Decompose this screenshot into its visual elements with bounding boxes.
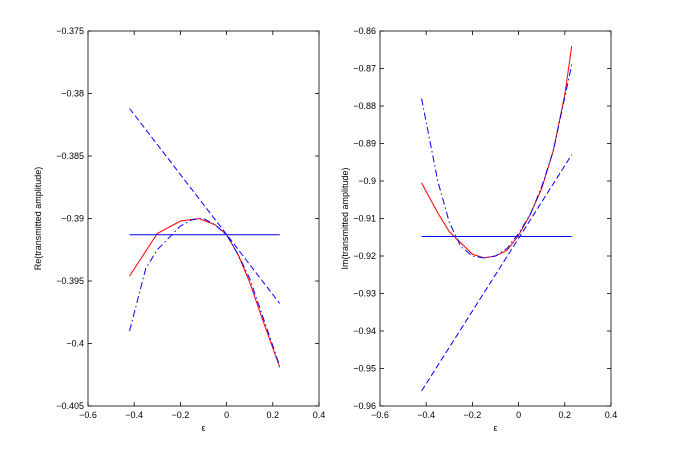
y-tick-label: −0.38 bbox=[61, 89, 84, 99]
y-tick-label: −0.385 bbox=[56, 151, 84, 161]
y-tick-label: −0.9 bbox=[358, 176, 376, 186]
y-tick-label: −0.88 bbox=[353, 101, 376, 111]
y-tick-label: −0.94 bbox=[353, 326, 376, 336]
y-axis-label: Re(transmitted amplitude) bbox=[33, 167, 43, 271]
x-tick-label: 0.2 bbox=[559, 410, 572, 420]
y-axis-label: Im(transmitted amplitude) bbox=[340, 167, 350, 269]
x-axis-label: ε bbox=[201, 423, 205, 433]
y-tick-label: −0.39 bbox=[61, 214, 84, 224]
y-tick-label: −0.92 bbox=[353, 251, 376, 261]
x-tick-label: 0.4 bbox=[313, 410, 326, 420]
right-subplot-im: −0.6 −0.4 −0.2 0 0.2 0.4 −0.96 −0.95 −0.94 −0.93 −… bbox=[340, 26, 617, 433]
x-tick-label: 0 bbox=[224, 410, 229, 420]
y-tick-label: −0.395 bbox=[56, 276, 84, 286]
y-tick-label: −0.405 bbox=[56, 401, 84, 411]
series-line-0 bbox=[129, 217, 281, 368]
series-line-1 bbox=[129, 217, 281, 367]
x-tick-label: 0.4 bbox=[605, 410, 618, 420]
y-tick-label: −0.375 bbox=[56, 26, 84, 36]
y-tick-label: −0.86 bbox=[353, 26, 376, 36]
x-tick-label: −0.6 bbox=[79, 410, 97, 420]
y-tick-label: −0.4 bbox=[66, 339, 84, 349]
series-line-2 bbox=[421, 154, 573, 392]
y-tick-label: −0.96 bbox=[353, 401, 376, 411]
y-tick-label: −0.91 bbox=[353, 214, 376, 224]
x-tick-label: −0.4 bbox=[417, 410, 435, 420]
x-tick-label: −0.6 bbox=[371, 410, 389, 420]
x-tick-label: 0 bbox=[516, 410, 521, 420]
series-line-1 bbox=[421, 64, 573, 259]
plot-frame bbox=[87, 30, 320, 407]
y-tick-label: −0.93 bbox=[353, 289, 376, 299]
x-tick-label: −0.2 bbox=[464, 410, 482, 420]
x-tick-label: −0.4 bbox=[125, 410, 143, 420]
series-line-2 bbox=[129, 108, 281, 304]
series-line-0 bbox=[421, 45, 573, 259]
plot-frame bbox=[379, 30, 612, 407]
x-axis-label: ε bbox=[493, 423, 497, 433]
x-tick-label: 0.2 bbox=[267, 410, 280, 420]
y-tick-label: −0.95 bbox=[353, 364, 376, 374]
left-subplot-re: −0.6 −0.4 −0.2 0 0.2 0.4 −0.405 −0.4 −0.395 −0.39… bbox=[33, 26, 325, 433]
y-tick-label: −0.87 bbox=[353, 64, 376, 74]
x-tick-label: −0.2 bbox=[172, 410, 190, 420]
y-tick-label: −0.89 bbox=[353, 139, 376, 149]
